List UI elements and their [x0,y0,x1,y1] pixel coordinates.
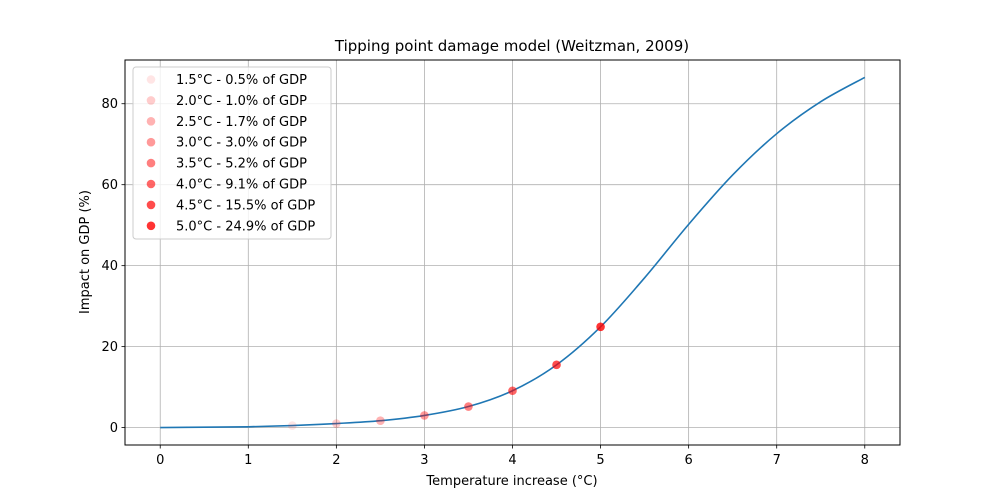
legend-box [132,66,332,240]
legend-marker [146,75,156,84]
y-tick-label: 60 [101,178,118,193]
grid [125,60,900,445]
legend-label: 2.0°C - 1.0% of GDP [176,94,307,109]
chart-title: Tipping point damage model (Weitzman, 20… [334,37,689,55]
legend-label: 4.0°C - 9.1% of GDP [176,178,307,193]
legend-label: 4.5°C - 15.5% of GDP [176,198,315,213]
y-tick-label: 80 [101,97,118,112]
x-tick-label: 7 [773,453,781,468]
x-tick-label: 2 [332,453,340,468]
legend-label: 3.5°C - 5.2% of GDP [176,157,307,172]
data-point [596,322,605,332]
legend-marker [146,179,156,189]
legend-label: 2.5°C - 1.7% of GDP [176,115,307,130]
x-tick-label: 4 [508,453,516,468]
legend-marker [146,158,156,168]
x-tick-label: 3 [420,453,428,468]
x-tick-label: 5 [596,453,604,468]
data-point [420,411,429,420]
legend-marker [146,117,156,126]
x-tick-label: 6 [684,453,692,468]
legend-marker [146,200,156,210]
y-axis-label: Impact on GDP (%) [78,190,93,314]
legend-label: 1.5°C - 0.5% of GDP [176,73,307,88]
legend: 1.5°C - 0.5% of GDP 2.0°C - 1.0% of GDP 2.… [132,66,332,240]
x-tick-label: 8 [861,453,869,468]
y-tick-label: 40 [101,259,118,274]
plot-area [160,76,866,430]
data-point [288,421,297,430]
legend-label: 5.0°C - 24.9% of GDP [176,219,315,234]
y-tick-label: 20 [101,340,118,355]
legend-marker [146,96,156,105]
legend-marker [146,221,156,231]
legend-label: 3.0°C - 3.0% of GDP [176,136,307,151]
x-tick-label: 0 [156,453,164,468]
data-point [552,360,561,370]
data-point [508,386,517,396]
data-point [376,416,385,426]
x-tick-label: 1 [244,453,252,468]
y-tick-label: 0 [110,421,118,436]
data-point [464,402,473,411]
x-axis-label: Temperature increase (°C) [425,474,597,489]
data-point [332,419,341,428]
legend-marker [146,137,156,147]
